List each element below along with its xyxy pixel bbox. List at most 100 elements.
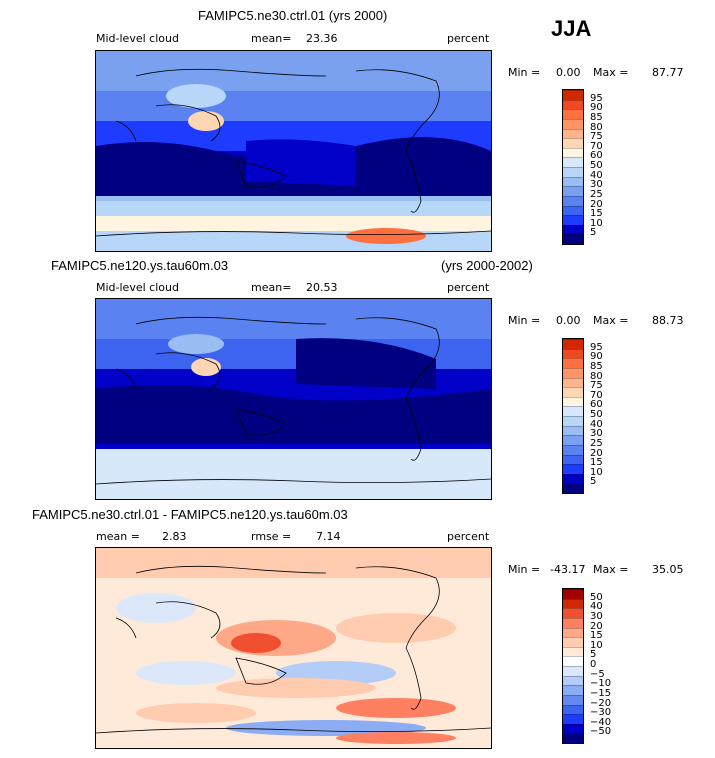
panel2-mean-value: 20.53 bbox=[306, 281, 338, 294]
panel1-colorbar-segment bbox=[563, 205, 583, 216]
panel2-colorbar-tick-label: 25 bbox=[590, 437, 603, 449]
panel3-colorbar-tick-label: 30 bbox=[590, 610, 603, 622]
panel3-colorbar bbox=[562, 588, 584, 744]
panel1-variable: Mid-level cloud bbox=[96, 32, 179, 45]
panel1-min-value: 0.00 bbox=[556, 66, 581, 79]
panel1-colorbar-segment bbox=[563, 234, 583, 244]
panel1-colorbar-tick-label: 30 bbox=[590, 179, 603, 191]
panel2-colorbar-segment bbox=[563, 377, 583, 388]
panel3-colorbar-segment bbox=[563, 627, 583, 638]
panel2-min-label: Min = bbox=[508, 314, 541, 327]
panel1-colorbar-tick-label: 75 bbox=[590, 131, 603, 143]
panel1-map-field bbox=[96, 51, 491, 251]
panel1-title: FAMIPC5.ne30.ctrl.01 (yrs 2000) bbox=[198, 8, 388, 23]
panel1-mean-label: mean= bbox=[251, 32, 292, 45]
panel3-colorbar-segment bbox=[563, 714, 583, 724]
panel1-colorbar-segment bbox=[563, 224, 583, 235]
panel2-colorbar-segment bbox=[563, 406, 583, 416]
panel2-colorbar-labels: 5 10 15 20 25 30 40 50 60 70 75 80 85 90 95 bbox=[590, 338, 620, 494]
panel2-map-field bbox=[96, 299, 491, 499]
panel1-colorbar-tick-label: 95 bbox=[590, 92, 603, 104]
panel1-max-label: Max = bbox=[593, 66, 629, 79]
panel1-colorbar-segment bbox=[563, 99, 583, 110]
panel3-colorbar-tick-label: 50 bbox=[590, 591, 603, 603]
panel2-colorbar-segment bbox=[563, 367, 583, 378]
panel2-colorbar-segment bbox=[563, 425, 583, 436]
panel1-colorbar-tick-label: 20 bbox=[590, 198, 603, 210]
panel2-colorbar-segment bbox=[563, 339, 583, 349]
panel1-max-value: 87.77 bbox=[652, 66, 684, 79]
panel1-units: percent bbox=[447, 32, 490, 45]
panel3-colorbar-tick-label: 15 bbox=[590, 630, 603, 642]
panel1-colorbar-labels: 5 10 15 20 25 30 40 50 60 70 75 80 85 90 95 bbox=[590, 89, 620, 245]
panel1-mean-value: 23.36 bbox=[306, 32, 338, 45]
panel3-colorbar-tick-label: −15 bbox=[590, 687, 612, 699]
panel2-colorbar-segment bbox=[563, 416, 583, 426]
panel2-title: FAMIPC5.ne120.ys.tau60m.03 bbox=[51, 258, 229, 273]
panel2-colorbar-segment bbox=[563, 348, 583, 359]
panel1-colorbar-segment bbox=[563, 186, 583, 196]
panel1-colorbar-segment bbox=[563, 109, 583, 119]
panel1-colorbar-segment bbox=[563, 118, 583, 129]
panel1-colorbar-tick-label: 70 bbox=[590, 140, 603, 152]
panel2-colorbar-tick-label: 95 bbox=[590, 341, 603, 353]
panel1-colorbar-tick-label: 80 bbox=[590, 121, 603, 133]
panel3-colorbar-segment bbox=[563, 608, 583, 618]
panel2-colorbar-segment bbox=[563, 464, 583, 474]
panel3-colorbar-segment bbox=[563, 598, 583, 609]
panel1-colorbar-tick-label: 50 bbox=[590, 160, 603, 171]
panel2-colorbar-tick-label: 90 bbox=[590, 351, 603, 363]
panel1-colorbar-segment bbox=[563, 138, 583, 148]
panel2-colorbar-tick-label: 5 bbox=[590, 476, 597, 488]
panel2-colorbar-tick-label: 10 bbox=[590, 466, 603, 478]
panel2-colorbar-segment bbox=[563, 358, 583, 368]
panel1-colorbar-tick-label: 10 bbox=[590, 217, 603, 229]
panel3-max-label: Max = bbox=[593, 563, 629, 576]
panel3-colorbar-tick-label: 10 bbox=[590, 639, 603, 651]
panel1-colorbar-segment bbox=[563, 147, 583, 158]
panel1-colorbar-tick-label: 5 bbox=[590, 227, 597, 239]
panel2-colorbar-tick-label: 85 bbox=[590, 360, 603, 372]
panel3-mean-value: 2.83 bbox=[162, 530, 187, 543]
panel2-colorbar-tick-label: 40 bbox=[590, 418, 603, 430]
panel3-colorbar-segment bbox=[563, 646, 583, 657]
panel3-colorbar-tick-label: 20 bbox=[590, 620, 603, 632]
panel1-colorbar-segment bbox=[563, 176, 583, 187]
panel2-colorbar bbox=[562, 338, 584, 494]
panel3-colorbar-segment bbox=[563, 617, 583, 628]
panel2-max-value: 88.73 bbox=[652, 314, 684, 327]
panel1-colorbar-segment bbox=[563, 157, 583, 167]
panel2-colorbar-tick-label: 80 bbox=[590, 370, 603, 382]
panel3-colorbar-labels: −50 −40 −30 −20 −15 −10 −5 0 5 10 15 20 30 40 50 bbox=[590, 588, 624, 744]
panel3-colorbar-segment bbox=[563, 637, 583, 647]
panel3-colorbar-tick-label: −30 bbox=[590, 707, 612, 719]
panel2-colorbar-segment bbox=[563, 396, 583, 407]
panel2-colorbar-segment bbox=[563, 387, 583, 397]
panel2-colorbar-segment bbox=[563, 435, 583, 445]
panel2-colorbar-tick-label: 30 bbox=[590, 428, 603, 440]
panel1-colorbar bbox=[562, 89, 584, 245]
panel3-colorbar-tick-label: 0 bbox=[590, 659, 597, 670]
panel2-colorbar-segment bbox=[563, 444, 583, 455]
panel3-colorbar-tick-label: 40 bbox=[590, 601, 603, 613]
panel3-colorbar-segment bbox=[563, 694, 583, 705]
panel2-variable: Mid-level cloud bbox=[96, 281, 179, 294]
panel2-units: percent bbox=[447, 281, 490, 294]
panel3-colorbar-tick-label: −10 bbox=[590, 678, 612, 690]
panel1-colorbar-segment bbox=[563, 215, 583, 225]
panel1-colorbar-segment bbox=[563, 128, 583, 139]
panel3-colorbar-tick-label: 5 bbox=[590, 649, 597, 661]
panel2-colorbar-tick-label: 60 bbox=[590, 399, 603, 411]
panel3-colorbar-segment bbox=[563, 685, 583, 695]
panel2-colorbar-segment bbox=[563, 473, 583, 484]
panel3-colorbar-segment bbox=[563, 733, 583, 743]
panel1-min-label: Min = bbox=[508, 66, 541, 79]
panel2-colorbar-tick-label: 70 bbox=[590, 389, 603, 401]
panel2-min-value: 0.00 bbox=[556, 314, 581, 327]
panel1-map bbox=[95, 50, 492, 252]
panel3-map bbox=[95, 547, 492, 749]
panel3-min-value: -43.17 bbox=[550, 563, 586, 576]
panel3-colorbar-segment bbox=[563, 656, 583, 666]
panel3-colorbar-segment bbox=[563, 589, 583, 599]
panel3-rmse-value: 7.14 bbox=[316, 530, 341, 543]
